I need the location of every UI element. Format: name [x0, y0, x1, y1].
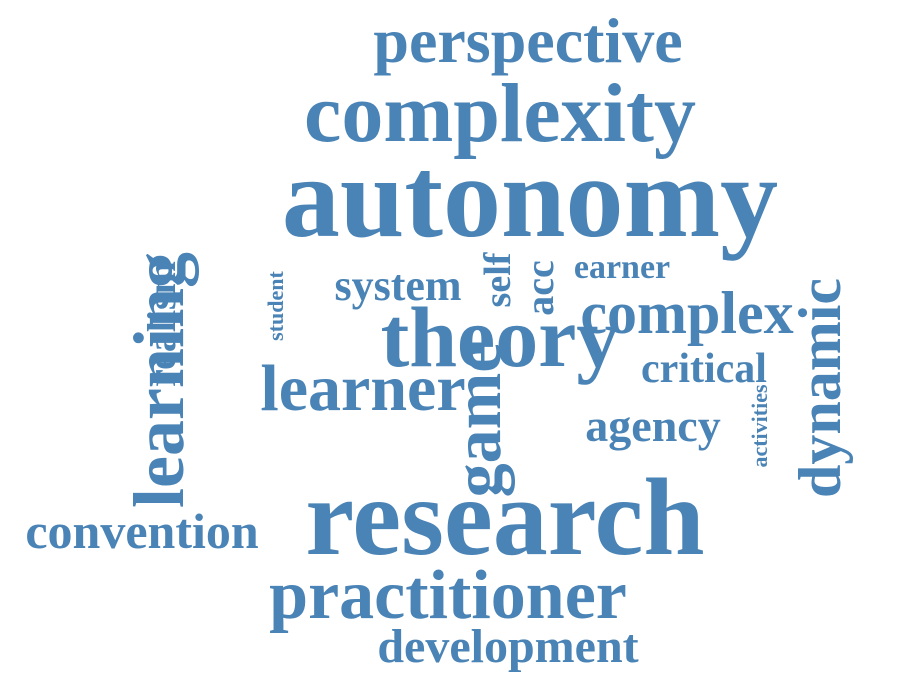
word-convention: convention: [25, 503, 259, 559]
word-activities: activities: [747, 384, 772, 468]
word-learner: learner: [260, 352, 465, 425]
word-development: development: [377, 620, 638, 673]
word-learning: learning: [119, 252, 199, 508]
word-dynamic: dynamic: [787, 278, 853, 498]
word-perspective: perspective: [373, 5, 682, 76]
word-agency: agency: [585, 400, 720, 451]
word-student: student: [263, 270, 288, 340]
word-autonomy: autonomy: [282, 134, 778, 262]
